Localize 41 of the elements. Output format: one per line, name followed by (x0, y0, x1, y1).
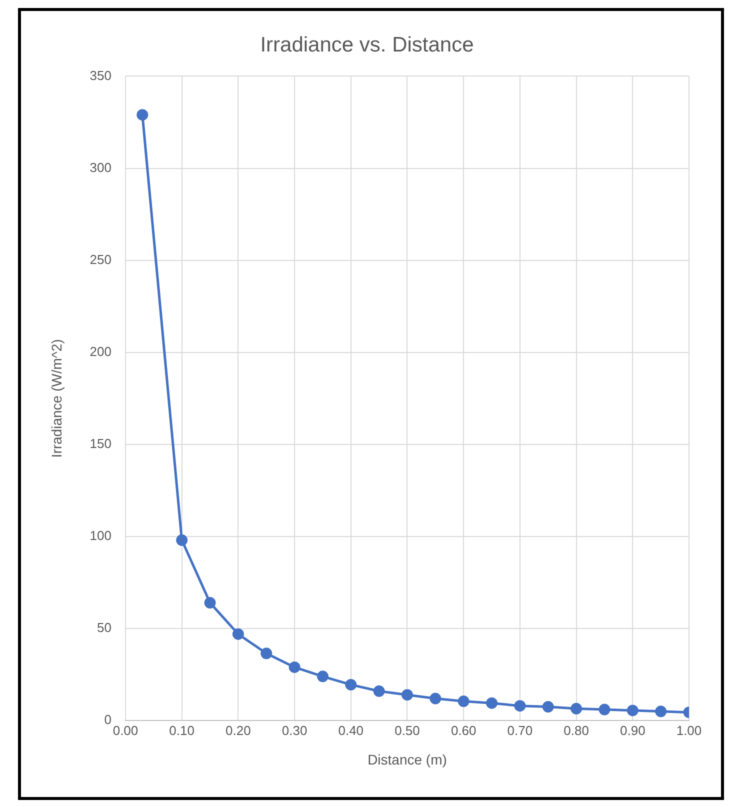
y-tick-label: 50 (97, 620, 112, 636)
point (598, 704, 610, 716)
x-tick-label: 0.50 (394, 722, 420, 738)
point (430, 692, 442, 704)
x-tick-label: 0.90 (620, 722, 646, 738)
x-tick-label: 0.40 (338, 722, 364, 738)
y-axis-title: Irradiance (W/m^2) (48, 339, 64, 458)
x-tick-label: 0.00 (112, 722, 138, 738)
y-tick-label: 100 (90, 528, 112, 544)
point (570, 702, 582, 714)
point (655, 706, 667, 718)
point (204, 597, 216, 609)
chart-title: Irradiance vs. Distance (260, 33, 474, 56)
y-tick-label: 300 (90, 160, 112, 175)
y-tick-label: 350 (90, 68, 112, 83)
x-tick-label: 0.60 (450, 722, 476, 738)
x-tick-label: 0.10 (169, 722, 194, 738)
x-tick-label: 0.20 (226, 722, 251, 738)
point (136, 109, 148, 121)
x-tick-label: 0.80 (564, 722, 589, 738)
y-tick-label: 0 (104, 712, 112, 728)
point (260, 648, 272, 660)
point (486, 697, 498, 709)
point (458, 696, 470, 708)
x-tick-label: 0.30 (282, 722, 308, 738)
point (373, 685, 385, 697)
y-tick-label: 250 (90, 252, 112, 267)
x-tick-label: 1.00 (676, 722, 702, 738)
y-tick-label: 150 (90, 436, 112, 452)
point (514, 700, 526, 712)
point (542, 701, 554, 713)
x-axis-title: Distance (m) (368, 751, 447, 768)
point (288, 661, 300, 673)
point (316, 670, 328, 682)
point (401, 689, 413, 701)
point (626, 704, 638, 716)
x-tick-label: 0.70 (507, 722, 533, 738)
point (232, 628, 244, 640)
point (345, 678, 357, 690)
point (176, 534, 188, 546)
y-tick-label: 200 (90, 344, 112, 359)
